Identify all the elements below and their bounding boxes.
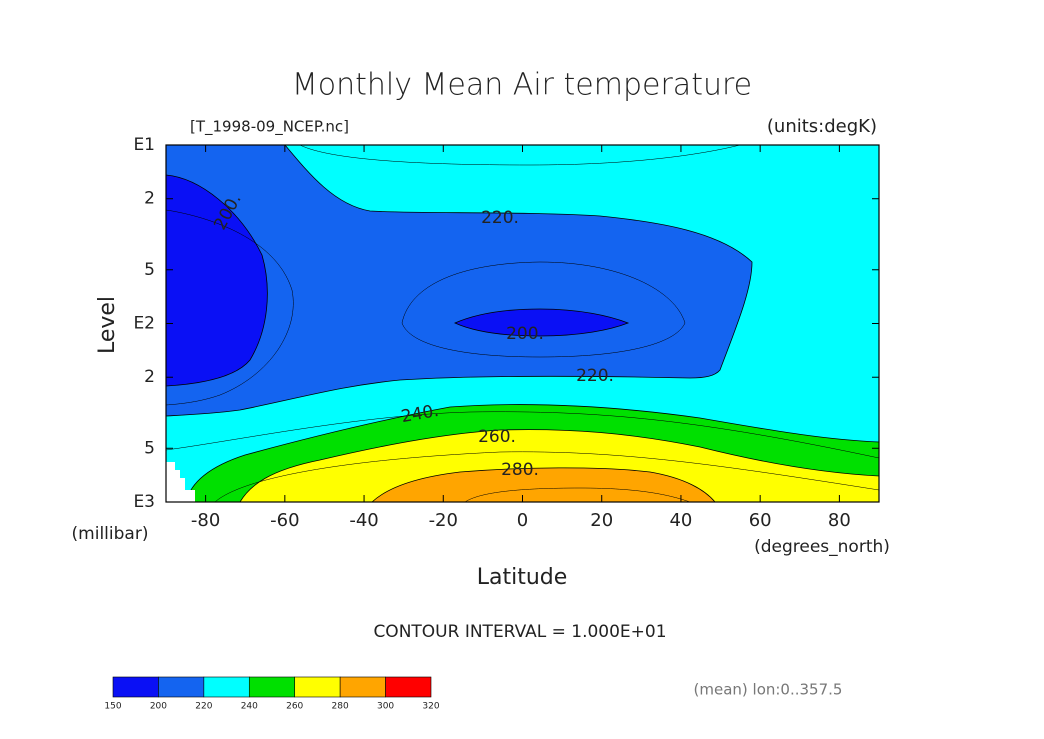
contour-label: 260. [478,427,516,447]
contour-label: 220. [576,366,614,386]
colorbar-label: 200 [150,702,167,712]
colorbar-label: 220 [195,702,212,712]
y-axis-label: Level [95,296,120,354]
contour-line [299,145,741,166]
regions [166,145,879,502]
x-tick-label: -20 [429,510,458,531]
y-tick-label: E3 [133,492,155,512]
contour-line [214,451,879,502]
x-tick-label: -40 [349,510,378,531]
contour-region [166,145,753,417]
subtitle: [T_1998-09_NCEP.nc] [190,118,349,137]
colorbar-segment [203,676,250,698]
colorbar-label: 260 [286,702,303,712]
colorbar-label: 320 [422,702,439,712]
x-tick-label: 0 [517,510,528,531]
x-axis-label: Latitude [477,565,568,590]
x-tick-label: -80 [191,510,220,531]
y-tick-label: E1 [133,135,155,155]
contour-label: 200. [506,324,544,344]
colorbar-segment [158,676,205,698]
contour-label: 220. [481,208,519,228]
colorbar-segment [112,676,159,698]
contour-line [166,411,879,459]
x-tick-label: 80 [828,510,851,531]
units: (units:degK) [767,116,877,137]
contour-region [454,308,630,337]
colorbar-label: 280 [332,702,349,712]
x-tick-label: 60 [749,510,772,531]
footnote: (mean) lon:0..357.5 [694,681,843,699]
y-tick-label: 5 [144,438,155,458]
plot-area: 200. 220.200.220.240.260.280. [165,144,880,503]
colorbar-segment [385,676,432,698]
contour-line [464,487,691,502]
y-tick-label: 5 [144,260,155,280]
contour-interval: CONTOUR INTERVAL = 1.000E+01 [373,622,666,642]
colorbar-segment [294,676,341,698]
colorbar-segment [248,676,296,698]
contour-label: 280. [501,460,539,480]
y-tick-label: E2 [133,314,155,334]
y-tick-label: 2 [144,189,155,209]
contour-line [401,261,686,358]
contour-region [166,174,268,387]
colorbar-label: 300 [377,702,394,712]
x-tick-label: -60 [270,510,299,531]
contour-region [239,429,879,502]
x-axis-unit: (degrees_north) [754,537,890,557]
colorbar-label: 240 [241,702,258,712]
missing-data [166,462,195,502]
y-axis-unit: (millibar) [72,524,149,544]
colorbar-label: 150 [104,702,121,712]
x-tick-label: 40 [669,510,692,531]
contour-region [371,467,716,502]
y-tick-label: 2 [144,367,155,387]
chart-title: Monthly Mean Air temperature [292,68,752,103]
colorbar-segment [339,676,386,698]
x-tick-label: 20 [590,510,613,531]
